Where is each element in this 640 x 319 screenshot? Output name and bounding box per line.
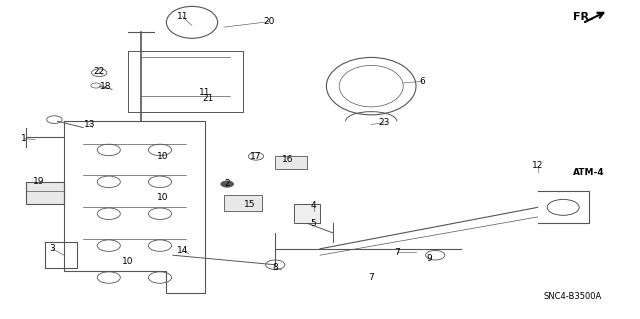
Bar: [294, 204, 320, 223]
Text: SNC4-B3500A: SNC4-B3500A: [543, 292, 602, 301]
Text: 1: 1: [22, 134, 27, 143]
Text: 7: 7: [369, 273, 374, 282]
Text: 10: 10: [157, 193, 169, 202]
Text: 14: 14: [177, 246, 188, 255]
Text: ATM-4: ATM-4: [573, 168, 605, 177]
Bar: [26, 182, 64, 204]
Bar: [224, 195, 262, 211]
Text: 18: 18: [100, 82, 111, 91]
Text: 4: 4: [311, 201, 316, 210]
Text: 6: 6: [420, 77, 425, 86]
Text: 10: 10: [157, 152, 169, 161]
Text: 3: 3: [50, 244, 55, 253]
Bar: [275, 156, 307, 169]
Text: 13: 13: [84, 120, 95, 129]
Text: 19: 19: [33, 177, 44, 186]
Text: 8: 8: [273, 263, 278, 272]
Text: 15: 15: [244, 200, 255, 209]
Text: 17: 17: [250, 152, 262, 161]
Text: 9: 9: [426, 254, 431, 263]
Text: 10: 10: [122, 257, 134, 266]
Text: 12: 12: [532, 161, 543, 170]
Text: 2: 2: [225, 179, 230, 188]
Text: 16: 16: [282, 155, 294, 164]
Text: 20: 20: [263, 17, 275, 26]
Text: 22: 22: [93, 67, 105, 76]
Text: FR.: FR.: [573, 12, 593, 22]
Text: 21: 21: [202, 94, 214, 103]
Text: 11: 11: [199, 88, 211, 97]
Circle shape: [221, 181, 234, 187]
Text: 11: 11: [177, 12, 188, 21]
Text: 23: 23: [378, 118, 390, 127]
Text: 7: 7: [394, 248, 399, 256]
Text: 5: 5: [311, 219, 316, 228]
